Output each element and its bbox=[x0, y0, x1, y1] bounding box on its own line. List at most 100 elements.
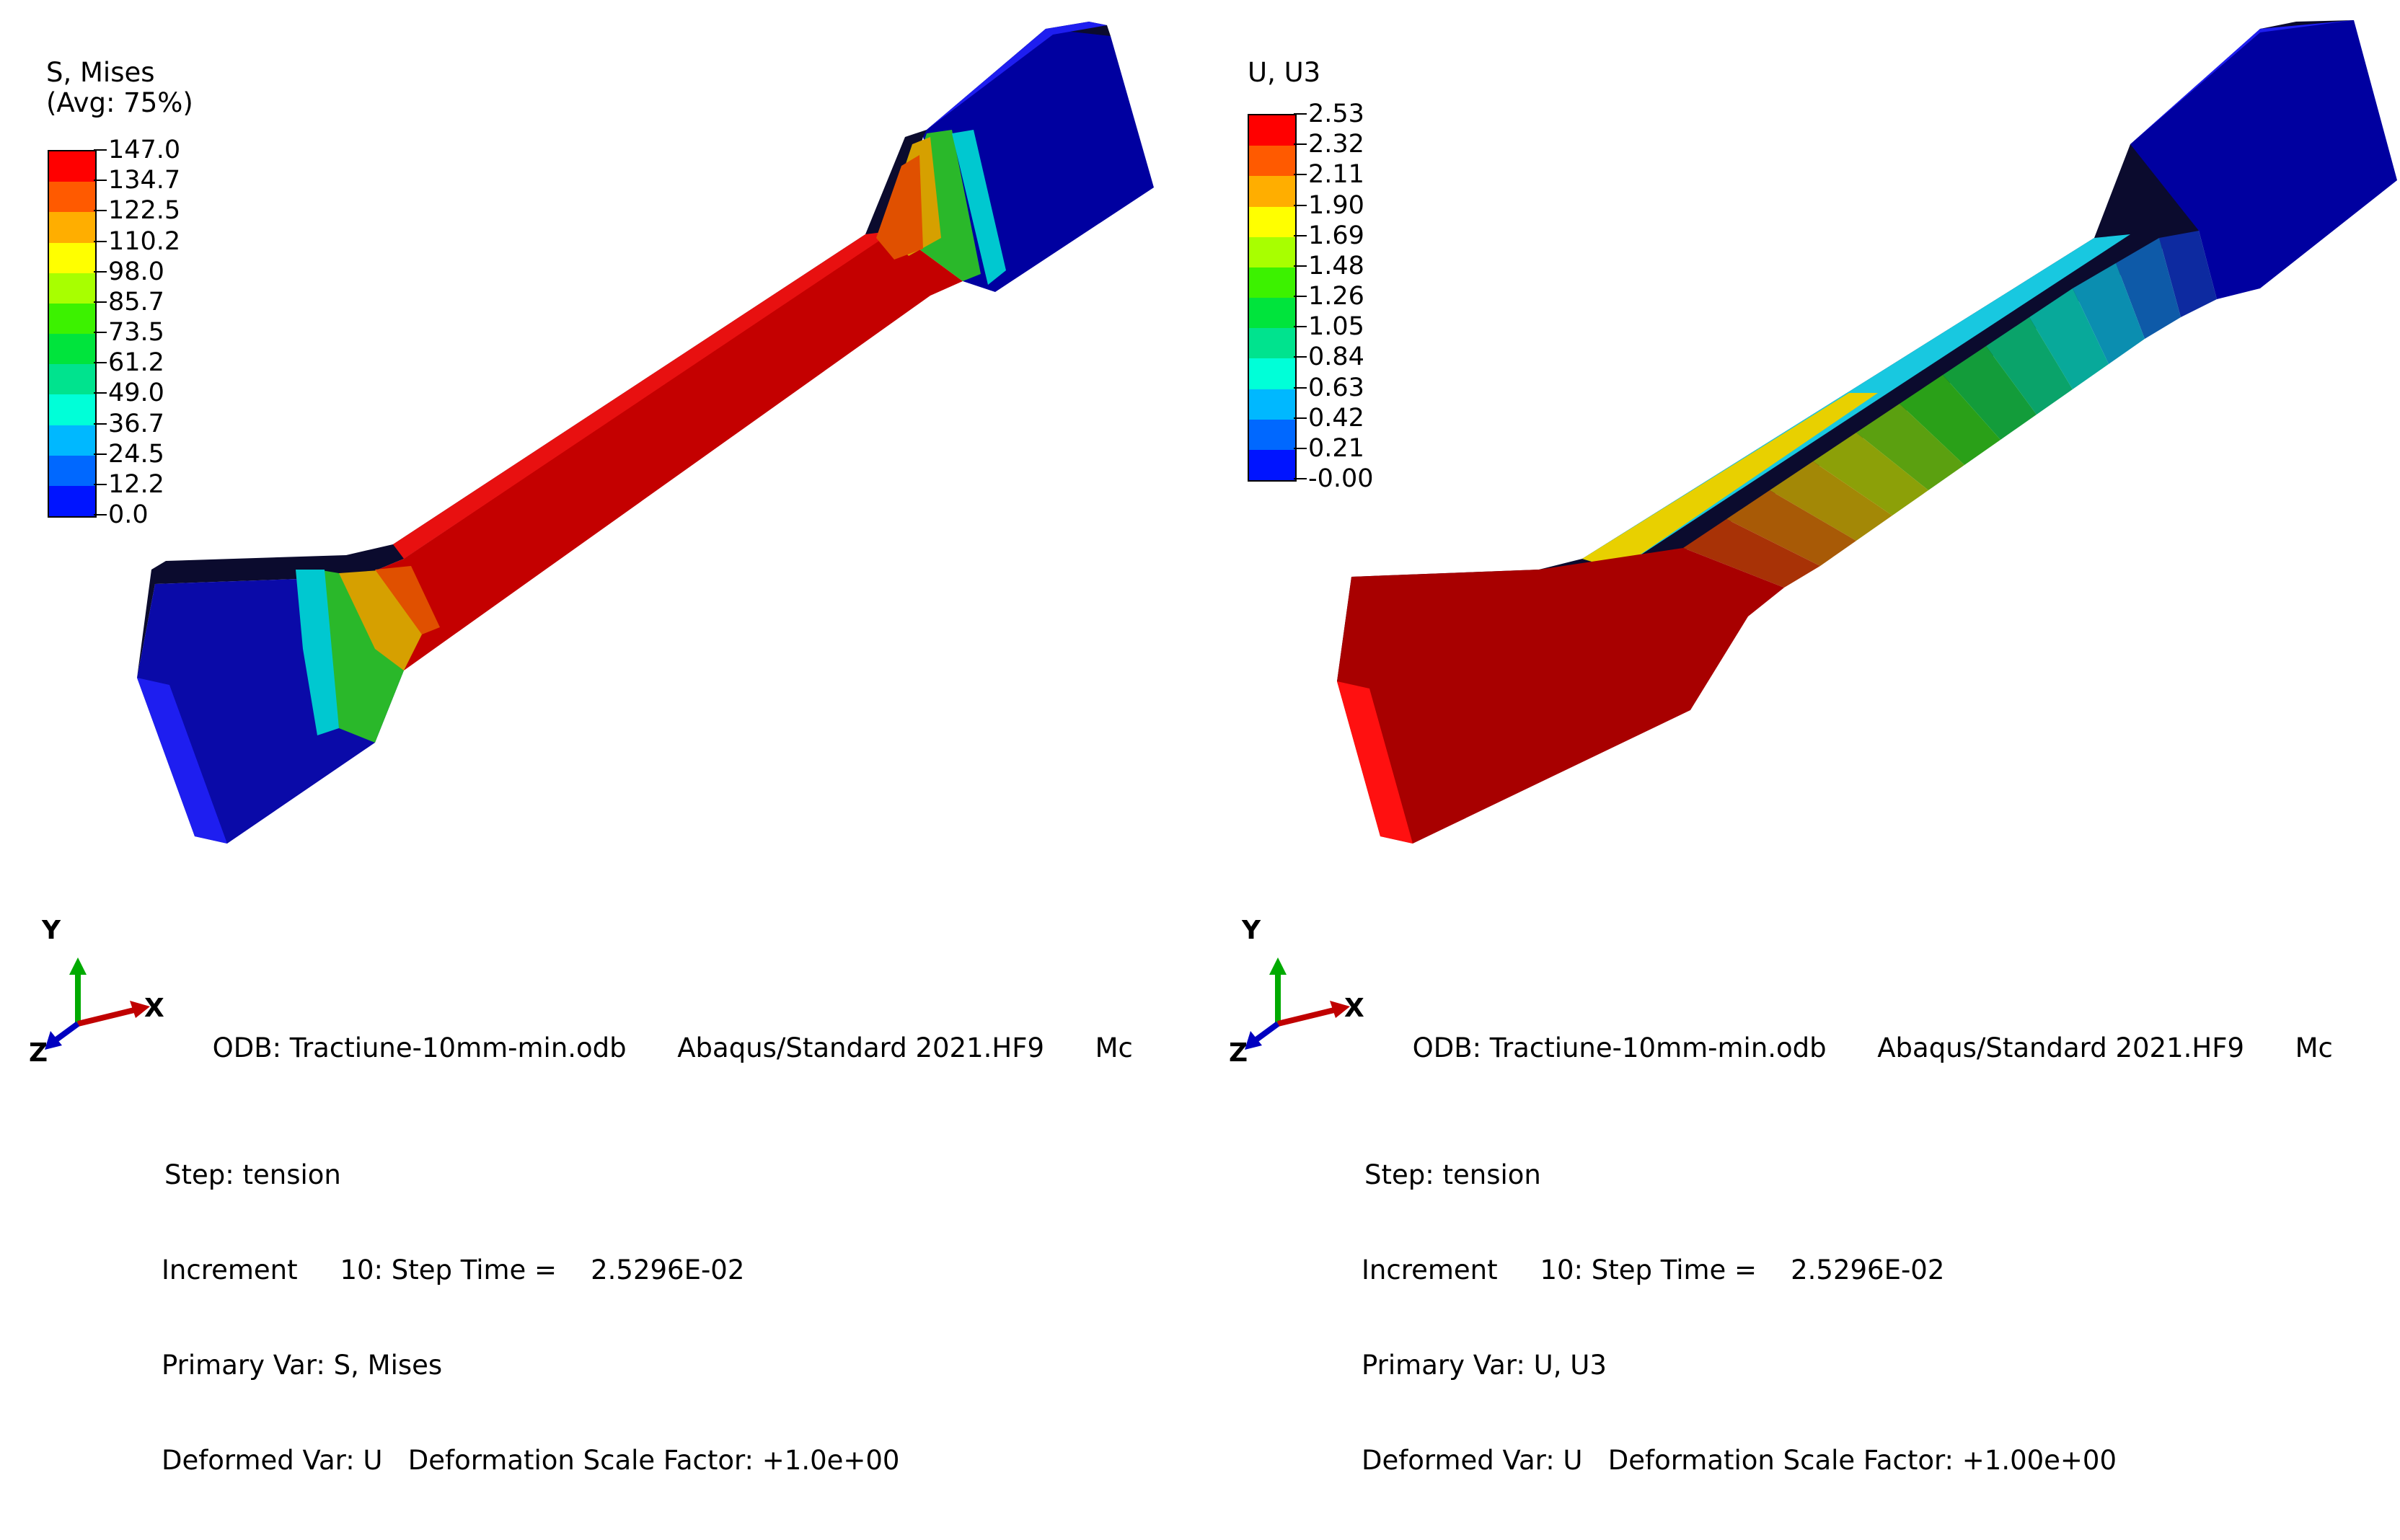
info-truncated-text: Mc bbox=[2295, 1032, 2333, 1063]
legend-value-label: 0.21 bbox=[1308, 433, 1364, 463]
legend-color-cell bbox=[49, 455, 95, 486]
gauge-band-1 bbox=[1683, 519, 1820, 588]
right-grip-blue bbox=[2130, 20, 2397, 299]
odb-name: ODB: Tractiune-10mm-min.odb bbox=[212, 1032, 627, 1063]
legend-tick bbox=[94, 210, 107, 212]
gauge-band-3 bbox=[1770, 461, 1892, 541]
primary-variable: Primary Var: S, Mises bbox=[162, 1350, 443, 1381]
solver-version: Abaqus/Standard 2021.HF9 bbox=[1877, 1032, 2245, 1063]
axis-triad: Y X Z bbox=[1229, 916, 1373, 1074]
legend-value-label: 2.53 bbox=[1308, 99, 1364, 128]
legend-value-label: 147.0 bbox=[108, 136, 181, 164]
gauge-band-10 bbox=[2073, 263, 2145, 364]
triad-x-label: X bbox=[144, 994, 164, 1023]
right-grip-top-face bbox=[2130, 20, 2354, 144]
legend-value-label: 49.0 bbox=[108, 379, 164, 408]
legend-color-cell bbox=[1249, 389, 1295, 420]
legend-color-cell bbox=[1249, 115, 1295, 146]
legend-tick bbox=[94, 422, 107, 425]
legend-tick bbox=[94, 301, 107, 303]
legend-tick bbox=[94, 240, 107, 242]
increment-info: Increment 10: Step Time = 2.5296E-02 bbox=[1362, 1254, 1945, 1285]
contour-legend-colorbar bbox=[48, 150, 97, 518]
legend-tick bbox=[1294, 174, 1307, 176]
legend-tick bbox=[1294, 326, 1307, 328]
legend-title-line1: U, U3 bbox=[1248, 57, 1321, 88]
mises-viewport[interactable]: S, Mises (Avg: 75%) 147.0 134.7 122.5 110.2… bbox=[0, 0, 1200, 1476]
legend-tick bbox=[1294, 356, 1307, 358]
legend-value-label: 110.2 bbox=[108, 226, 181, 256]
legend-value-label: 61.2 bbox=[108, 348, 164, 378]
mises-specimen-model[interactable] bbox=[0, 0, 1200, 865]
legend-tick bbox=[94, 180, 107, 182]
gauge-band-5 bbox=[1856, 404, 1964, 490]
legend-tick bbox=[1294, 113, 1307, 115]
left-grip-red bbox=[1337, 548, 1784, 844]
info-truncated-text: Mc bbox=[1095, 1032, 1133, 1063]
triad-icon bbox=[1245, 957, 1350, 1050]
legend-tick bbox=[1294, 265, 1307, 267]
gauge-band-12 bbox=[2159, 231, 2217, 317]
legend-tick bbox=[94, 514, 107, 515]
legend-value-label: 2.32 bbox=[1308, 130, 1364, 159]
legend-color-cell bbox=[1249, 449, 1295, 481]
legend-value-label: 1.90 bbox=[1308, 190, 1364, 220]
deformed-variable: Deformed Var: U Deformation Scale Factor… bbox=[1362, 1445, 2117, 1476]
contour-legend-labels: 2.53 2.32 2.11 1.90 1.69 1.48 1.26 1.05 0.84 0.63… bbox=[1294, 99, 1496, 493]
legend-tick bbox=[94, 149, 107, 151]
legend-value-label: 36.7 bbox=[108, 409, 164, 438]
legend-color-cell bbox=[49, 394, 95, 425]
gauge-top-edge-warm bbox=[1582, 393, 1878, 570]
gauge-top-edge bbox=[393, 231, 894, 559]
gauge-band-2 bbox=[1726, 490, 1856, 566]
viewport-info-block: ODB: Tractiune-10mm-min.odb Abaqus/Stand… bbox=[162, 937, 1133, 1540]
legend-color-cell bbox=[49, 485, 95, 517]
legend-title: U, U3 bbox=[1248, 58, 1320, 88]
solver-version: Abaqus/Standard 2021.HF9 bbox=[677, 1032, 1045, 1063]
left-transition-cyan bbox=[296, 570, 339, 735]
legend-tick bbox=[94, 453, 107, 455]
legend-value-label: -0.00 bbox=[1308, 464, 1374, 493]
legend-value-label: 0.0 bbox=[108, 500, 149, 529]
legend-color-cell bbox=[1249, 206, 1295, 237]
u3-viewport[interactable]: U, U3 2.53 2.32 2.11 1.90 1.69 1.48 1.26 1.05 0.… bbox=[1200, 0, 2400, 1476]
triad-y-label: Y bbox=[42, 916, 61, 945]
gauge-section-red bbox=[361, 231, 963, 671]
legend-tick bbox=[94, 392, 107, 394]
gauge-band-8 bbox=[1986, 317, 2073, 415]
increment-info: Increment 10: Step Time = 2.5296E-02 bbox=[162, 1254, 745, 1285]
axis-triad: Y X Z bbox=[29, 916, 173, 1074]
legend-tick bbox=[1294, 478, 1307, 479]
legend-color-cell bbox=[49, 364, 95, 395]
legend-tick bbox=[1294, 417, 1307, 419]
left-grip-end-face bbox=[137, 678, 227, 844]
legend-color-cell bbox=[1249, 146, 1295, 177]
legend-color-cell bbox=[1249, 358, 1295, 389]
triad-z-label: Z bbox=[29, 1038, 48, 1068]
legend-color-cell bbox=[1249, 236, 1295, 267]
legend-value-label: 134.7 bbox=[108, 166, 181, 195]
legend-value-label: 1.26 bbox=[1308, 282, 1364, 311]
legend-title: S, Mises (Avg: 75%) bbox=[46, 58, 193, 118]
legend-value-label: 122.5 bbox=[108, 196, 181, 226]
legend-color-cell bbox=[1249, 176, 1295, 207]
left-transition-orange bbox=[375, 566, 440, 634]
gauge-band-6 bbox=[1900, 375, 2000, 465]
triad-z-label: Z bbox=[1229, 1038, 1248, 1068]
legend-value-label: 2.11 bbox=[1308, 160, 1364, 190]
u3-specimen-model[interactable] bbox=[1200, 0, 2400, 865]
legend-tick bbox=[1294, 386, 1307, 389]
legend-tick bbox=[1294, 234, 1307, 236]
step-name: Step: tension bbox=[164, 1159, 341, 1190]
legend-value-label: 98.0 bbox=[108, 257, 164, 286]
legend-color-cell bbox=[49, 212, 95, 243]
contour-legend-labels: 147.0 134.7 122.5 110.2 98.0 85.7 73.5 61.2 49.0… bbox=[94, 136, 296, 529]
legend-color-cell bbox=[1249, 267, 1295, 298]
legend-color-cell bbox=[49, 182, 95, 213]
viewport-info-block: ODB: Tractiune-10mm-min.odb Abaqus/Stand… bbox=[1362, 937, 2333, 1540]
gauge-band-4 bbox=[1813, 433, 1928, 515]
legend-value-label: 1.48 bbox=[1308, 251, 1364, 280]
triad-icon bbox=[45, 957, 150, 1050]
gauge-band-11 bbox=[2116, 238, 2181, 339]
legend-value-label: 12.2 bbox=[108, 469, 164, 499]
